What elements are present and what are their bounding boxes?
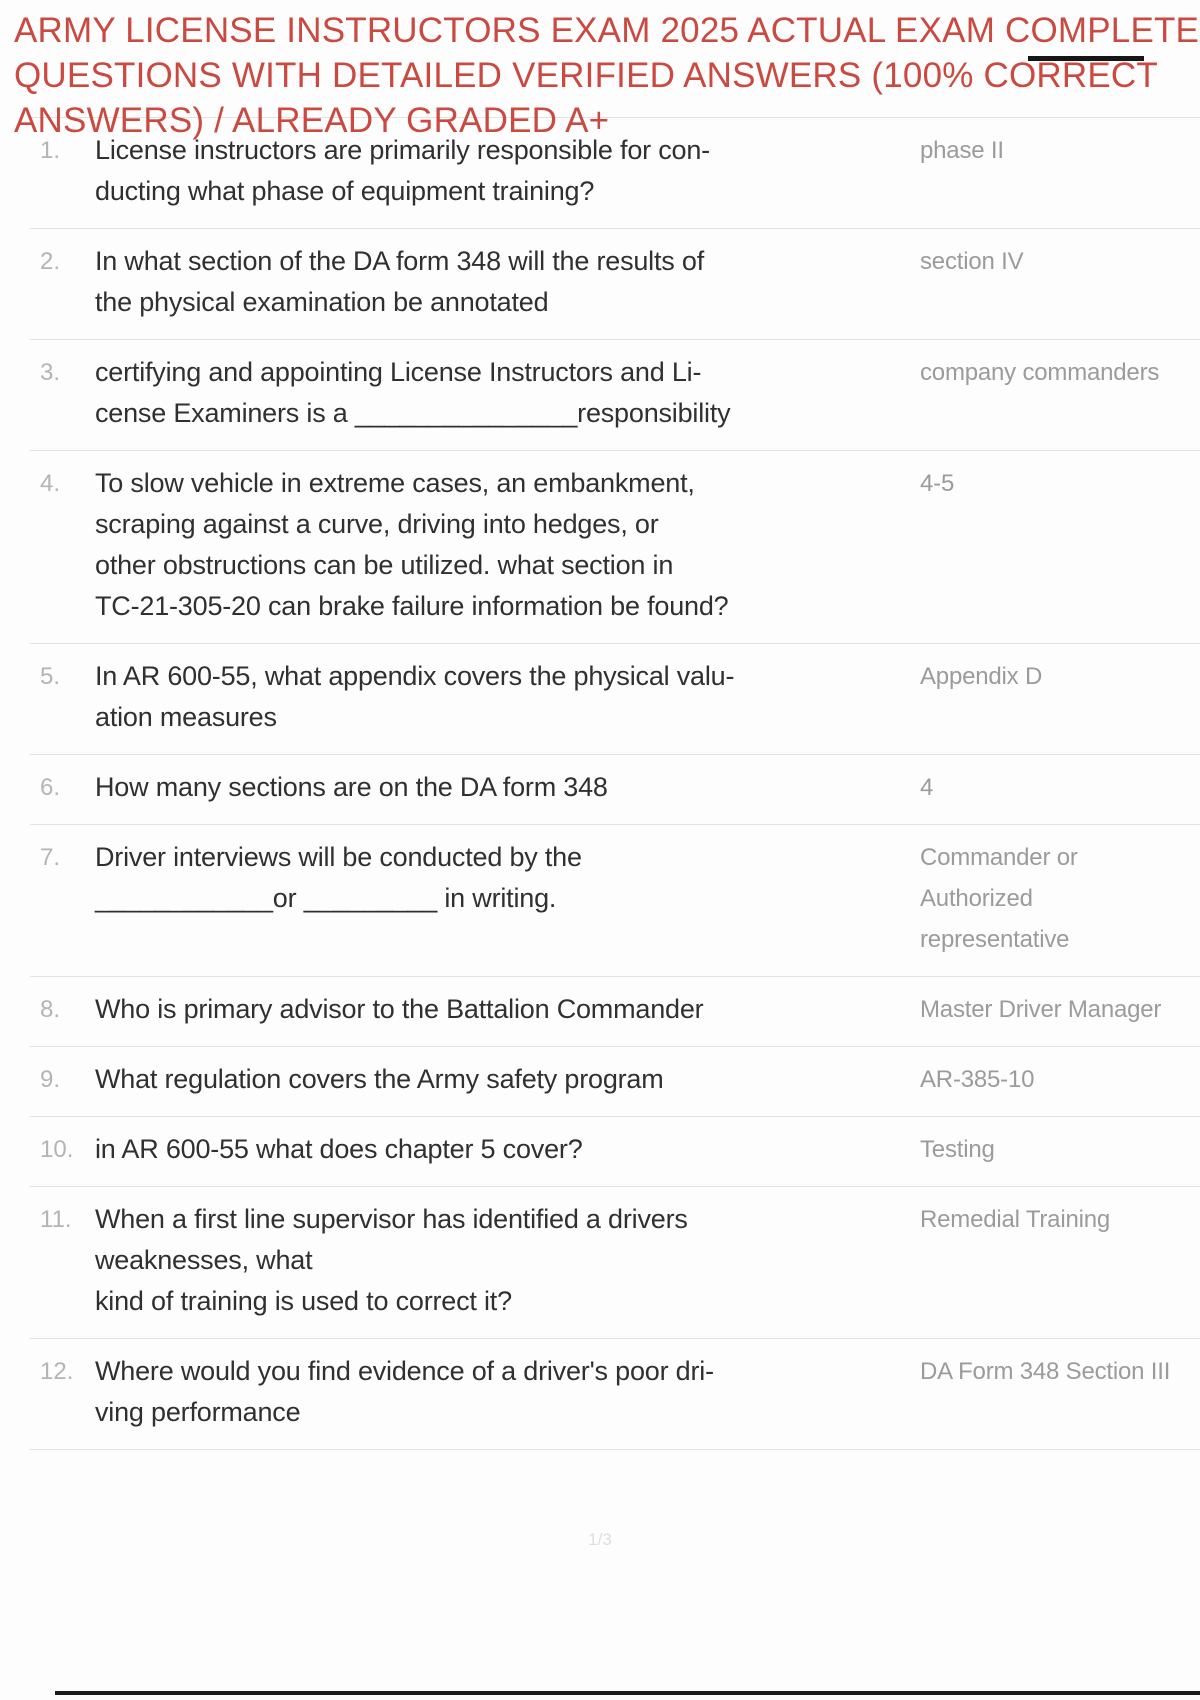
question-number: 6. [40,774,61,801]
question-row: 10. in AR 600-55 what does chapter 5 cov… [30,1117,1200,1187]
question-number: 2. [40,248,61,275]
question-number: 10. [40,1136,74,1163]
question-row: 3. certifying and appointing License Ins… [30,340,1200,451]
question-number: 3. [40,359,61,386]
question-text: in AR 600-55 what does chapter 5 cover? [95,1134,583,1164]
answer-text: Testing [920,1136,995,1163]
question-row: 7. Driver interviews will be conducted b… [30,825,1200,977]
question-number: 5. [40,663,61,690]
answer-text: section IV [920,248,1024,275]
answer-text: company commanders [920,359,1160,386]
question-row: 1. License instructors are primarily res… [30,118,1200,229]
question-text: Where would you find evidence of a drive… [95,1356,714,1427]
title-line-2: QUESTIONS WITH DETAILED VERIFIED ANSWERS… [14,56,1158,95]
question-text: License instructors are primarily respon… [95,135,710,206]
answer-text: Commander or Authorized representative [920,844,1078,953]
question-number: 1. [40,137,61,164]
question-text: What regulation covers the Army safety p… [95,1064,664,1094]
question-text: certifying and appointing License Instru… [95,357,731,428]
question-text: In what section of the DA form 348 will … [95,246,705,317]
answer-text: 4 [920,774,934,801]
title-line-3: ANSWERS) / ALREADY GRADED A+ [14,101,610,140]
document-title: ARMY LICENSE INSTRUCTORS EXAM 2025 ACTUA… [14,8,1200,143]
answer-text: DA Form 348 Section III [920,1358,1171,1385]
question-number: 7. [40,844,61,871]
question-text: How many sections are on the DA form 348 [95,772,608,802]
question-row: 5. In AR 600-55, what appendix covers th… [30,644,1200,755]
question-text: When a first line supervisor has identif… [95,1204,688,1316]
question-row: 11. When a first line supervisor has ide… [30,1187,1200,1339]
question-number: 8. [40,996,61,1023]
correct-overline-rule [1028,56,1144,61]
question-text: Who is primary advisor to the Battalion … [95,994,704,1024]
question-number: 11. [40,1206,72,1233]
question-text: To slow vehicle in extreme cases, an emb… [95,468,729,621]
question-row: 9. What regulation covers the Army safet… [30,1047,1200,1117]
bottom-rule [55,1691,1200,1695]
question-list: 1. License instructors are primarily res… [30,117,1200,1450]
question-row: 6. How many sections are on the DA form … [30,755,1200,825]
page-indicator: 1/3 [588,1530,612,1549]
answer-text: Master Driver Manager [920,996,1162,1023]
question-row: 8. Who is primary advisor to the Battali… [30,977,1200,1047]
question-row: 2. In what section of the DA form 348 wi… [30,229,1200,340]
title-line-1: ARMY LICENSE INSTRUCTORS EXAM 2025 ACTUA… [14,11,1200,50]
question-text: Driver interviews will be conducted by t… [95,842,582,913]
answer-text: 4-5 [920,470,955,497]
question-number: 4. [40,470,61,497]
question-text: In AR 600-55, what appendix covers the p… [95,661,735,732]
question-row: 12. Where would you find evidence of a d… [30,1339,1200,1450]
question-row: 4. To slow vehicle in extreme cases, an … [30,451,1200,644]
answer-text: phase II [920,137,1004,164]
answer-text: Remedial Training [920,1206,1111,1233]
answer-text: AR-385-10 [920,1066,1035,1093]
answer-text: Appendix D [920,663,1043,690]
question-number: 12. [40,1358,74,1385]
question-number: 9. [40,1066,61,1093]
